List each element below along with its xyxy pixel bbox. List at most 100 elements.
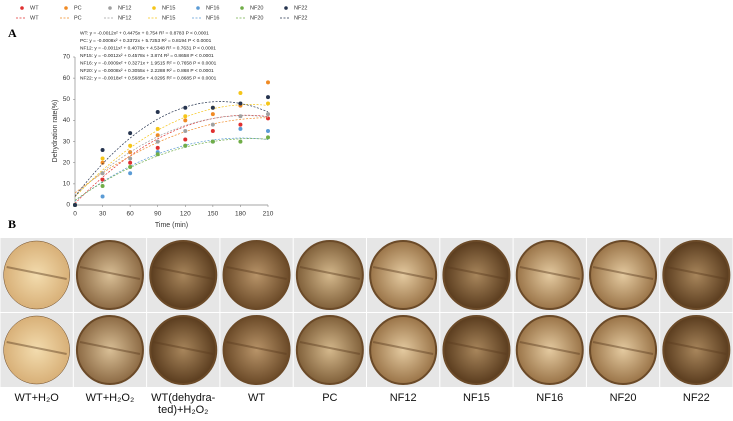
leaf-vein: [299, 266, 361, 280]
data-point: [128, 156, 133, 161]
data-point: [210, 105, 215, 110]
data-point: [100, 160, 105, 165]
leaf-vein: [446, 266, 507, 280]
fit-curve: [74, 137, 269, 202]
photo-label: WT(dehydra-: [151, 392, 216, 404]
data-point: [100, 177, 105, 182]
photo-label: NF16: [536, 392, 563, 404]
y-tick-label: 50: [63, 96, 71, 103]
leaf-disc: [369, 240, 438, 310]
leaf-disc: [295, 315, 364, 385]
legend-label: NF22: [294, 5, 307, 11]
y-tick-label: 60: [63, 75, 71, 82]
leaf-vein: [372, 341, 434, 355]
leaf-disc: [589, 240, 658, 310]
data-point: [155, 145, 160, 150]
leaf-disc: [515, 315, 584, 385]
y-tick-label: 0: [66, 202, 70, 209]
photo-label: NF22: [683, 392, 710, 404]
leaf-vein: [299, 341, 361, 355]
data-point: [73, 203, 77, 207]
data-point: [128, 164, 133, 169]
leaf-disc: [222, 315, 291, 385]
fit-equation: NF12: y = -0.0011x² + 0.4076x + 4.5348 R…: [80, 45, 216, 51]
data-point: [155, 126, 160, 131]
data-point: [210, 122, 215, 127]
fit-equation: NF22: y = -0.0018x² + 0.5685x + 4.0295 R…: [80, 75, 217, 81]
legend-label: PC: [74, 5, 82, 11]
leaf-vein: [226, 341, 287, 355]
data-point: [100, 183, 105, 188]
legend-marker: [152, 6, 156, 10]
y-tick-label: 10: [63, 181, 71, 188]
data-point: [100, 156, 105, 161]
data-point: [155, 109, 160, 114]
leaf-disc: [222, 240, 291, 310]
data-point: [183, 129, 188, 133]
leaf-vein: [79, 341, 141, 355]
fit-curve: [74, 117, 268, 194]
photo-grid: WT+H₂O WT+H₂O₂ WT(dehydra-ted)+H₂O₂ WT PC NF1…: [0, 238, 733, 416]
data-point: [266, 112, 270, 117]
x-axis-title: Time (min): [155, 222, 188, 229]
leaf-vein: [519, 266, 580, 280]
data-point: [183, 105, 188, 110]
photo-label: WT: [248, 392, 265, 404]
legend-marker: [64, 6, 68, 10]
legend-label: NF12: [118, 5, 131, 11]
fit-equation: NF16: y = -0.0009x² + 0.3271x + 1.9515 R…: [80, 60, 217, 66]
legend-label: NF20: [250, 15, 263, 21]
legend-label: PC: [74, 15, 82, 21]
leaf-disc: [589, 315, 658, 385]
data-point: [100, 171, 105, 176]
data-point: [100, 148, 105, 153]
chart: 0 10 20 30 40 50 60 70 0 30 60 90 120 150 180 210 Time (…: [16, 5, 307, 229]
x-tick-label: 120: [180, 211, 191, 218]
legend-label: NF22: [294, 15, 307, 21]
data-point: [238, 126, 243, 131]
fit-curve: [74, 104, 269, 198]
leaf-disc: [75, 240, 144, 310]
leaf-disc: [75, 315, 144, 385]
legend-marker: [240, 6, 244, 10]
leaf-vein: [666, 341, 727, 355]
data-point: [266, 101, 270, 106]
photo-label: NF20: [610, 392, 637, 404]
leaf-disc: [662, 240, 731, 310]
x-tick-label: 180: [235, 211, 246, 218]
x-tick-label: 60: [127, 211, 135, 218]
legend-marker: [284, 6, 288, 10]
legend-label: NF20: [250, 5, 263, 11]
leaf-disc: [149, 315, 218, 385]
y-axis-title: Dehydration rate(%): [52, 100, 59, 163]
x-tick-label: 30: [99, 211, 107, 218]
legend-label: NF12: [118, 15, 131, 21]
leaf-disc: [369, 315, 438, 385]
leaf-disc: [295, 240, 364, 310]
leaf-vein: [666, 266, 727, 280]
data-point: [128, 131, 133, 136]
data-point: [210, 139, 215, 144]
y-tick-label: 70: [63, 54, 71, 61]
legend-marker: [108, 6, 112, 10]
data-point: [238, 122, 243, 127]
y-tick-label: 20: [63, 159, 71, 166]
leaf-disc: [515, 240, 584, 310]
data-point: [210, 129, 215, 133]
leaf-vein: [592, 341, 654, 355]
leaf-vein: [153, 341, 214, 355]
legend-label: WT: [30, 15, 39, 21]
data-point: [128, 171, 133, 176]
leaf-vein: [79, 266, 141, 280]
data-point: [238, 139, 243, 144]
legend-label: NF15: [162, 5, 175, 11]
leaf-disc: [3, 315, 70, 385]
leaf-vein: [6, 266, 67, 280]
data-point: [266, 95, 270, 100]
fit-equation: WT: y = -0.0012x² + 0.4475x + 0.754 R² =…: [80, 30, 209, 36]
photo-label: NF15: [463, 392, 490, 404]
data-point: [266, 129, 270, 133]
data-point: [266, 135, 270, 140]
photo-label: ted)+H₂O₂: [158, 404, 208, 416]
leaf-vein: [372, 266, 434, 280]
